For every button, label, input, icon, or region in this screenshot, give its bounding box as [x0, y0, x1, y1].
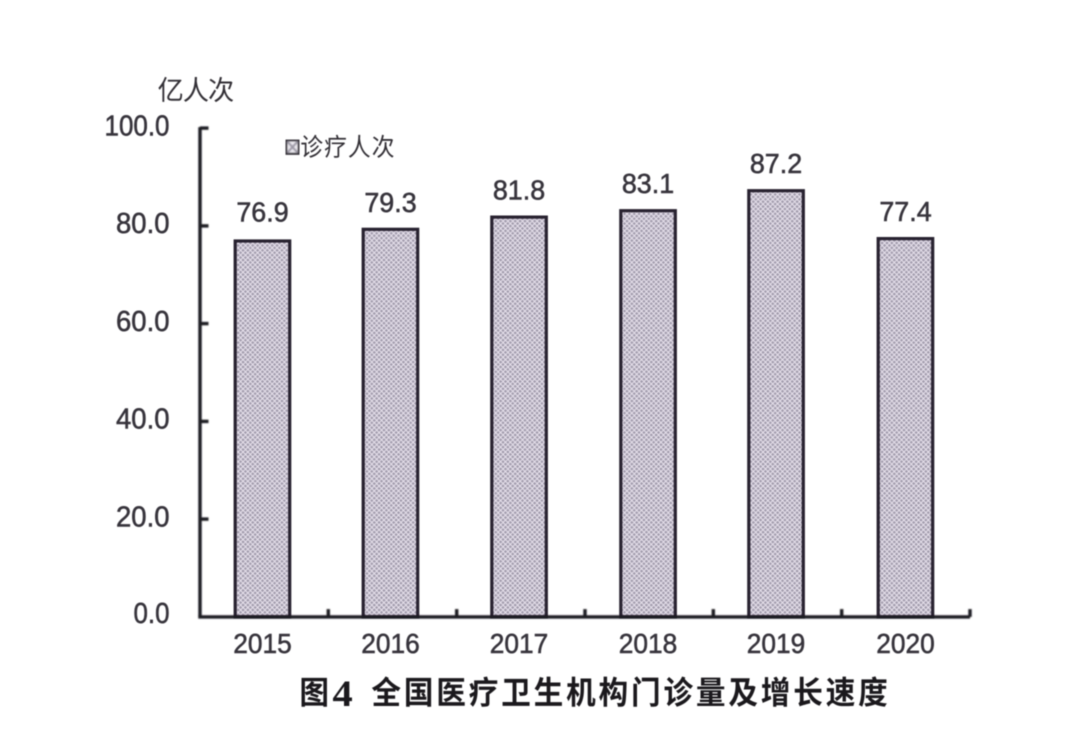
svg-text:81.8: 81.8 — [493, 175, 545, 206]
svg-text:87.2: 87.2 — [750, 148, 802, 179]
svg-text:83.1: 83.1 — [622, 168, 674, 199]
svg-text:2015: 2015 — [233, 628, 292, 659]
svg-text:60.0: 60.0 — [116, 306, 170, 338]
svg-text:20.0: 20.0 — [116, 501, 170, 533]
svg-text:40.0: 40.0 — [116, 404, 170, 436]
svg-text:2016: 2016 — [361, 628, 420, 659]
svg-text:2020: 2020 — [876, 628, 935, 659]
svg-text:2019: 2019 — [747, 628, 806, 659]
svg-text:79.3: 79.3 — [364, 187, 416, 218]
svg-text:0.0: 0.0 — [134, 598, 170, 630]
svg-text:76.9: 76.9 — [236, 197, 288, 228]
svg-text:77.4: 77.4 — [879, 196, 931, 227]
svg-text:100.0: 100.0 — [105, 110, 170, 142]
svg-text:80.0: 80.0 — [116, 208, 170, 240]
svg-text:2018: 2018 — [619, 628, 678, 659]
svg-text:2017: 2017 — [490, 628, 549, 659]
